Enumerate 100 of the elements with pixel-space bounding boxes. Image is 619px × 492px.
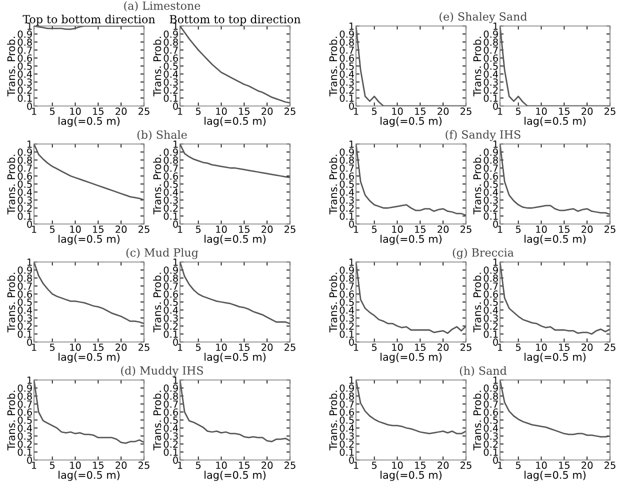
y-tick-label: 0.8 (18, 156, 32, 164)
y-tick-label: 0.7 (18, 282, 32, 290)
y-tick-label: 0.1 (340, 94, 354, 102)
y-tick-label: 0 (349, 456, 354, 464)
y-axis-title: Trans. Prob. (329, 154, 338, 214)
x-axis-title: lag(=0.5 m) (524, 116, 586, 127)
y-tick-label: 0.8 (18, 38, 32, 46)
x-tick-label: 10 (70, 344, 81, 351)
y-tick-label: 0.4 (340, 424, 354, 432)
y-tick-label: 0.7 (18, 46, 32, 54)
x-axis-title: lag(=0.5 m) (204, 470, 266, 481)
y-tick-label: 0.1 (484, 330, 498, 338)
y-axis-title: Trans. Prob. (329, 272, 338, 332)
x-tick-label: 10 (392, 108, 403, 115)
x-tick-label: 20 (262, 108, 273, 115)
y-tick-label: 0.7 (484, 46, 498, 54)
y-tick-label: 0.6 (18, 54, 32, 62)
y-tick-label: 0.4 (18, 188, 32, 196)
x-tick-label: 20 (582, 226, 593, 233)
y-axis-title: Trans. Prob. (473, 36, 482, 96)
x-tick-label: 15 (559, 226, 570, 233)
y-tick-label: 0.6 (164, 172, 178, 180)
y-tick-label: 0.8 (484, 38, 498, 46)
x-tick-label: 5 (372, 462, 377, 469)
x-axis-title: lag(=0.5 m) (380, 116, 442, 127)
y-tick-label: 0.8 (484, 392, 498, 400)
y-tick-label: 0.8 (484, 156, 498, 164)
x-tick-label: 5 (516, 226, 521, 233)
x-axis-title: lag(=0.5 m) (380, 352, 442, 363)
y-tick-label: 1 (27, 376, 32, 384)
x-tick-label: 20 (116, 108, 127, 115)
y-tick-label: 0.1 (340, 212, 354, 220)
y-tick-label: 1 (173, 258, 178, 266)
y-tick-label: 0.7 (164, 282, 178, 290)
x-tick-label: 25 (460, 108, 472, 115)
y-tick-label: 0.9 (18, 384, 32, 392)
y-tick-label: 0.8 (164, 38, 178, 46)
y-tick-label: 0.9 (18, 30, 32, 38)
x-tick-label: 10 (70, 226, 81, 233)
y-tick-label: 0 (27, 338, 32, 346)
y-tick-label: 1 (493, 22, 498, 30)
y-tick-label: 0.5 (18, 180, 32, 188)
y-tick-label: 0.6 (340, 290, 354, 298)
y-tick-label: 0.3 (484, 314, 498, 322)
y-tick-label: 0.6 (484, 54, 498, 62)
x-tick-label: 5 (50, 344, 55, 351)
x-tick-label: 10 (536, 462, 547, 469)
y-tick-label: 0.5 (164, 62, 178, 70)
x-tick-label: 15 (559, 462, 570, 469)
y-tick-label: 0.2 (18, 86, 32, 94)
x-tick-label: 15 (239, 462, 250, 469)
y-tick-label: 0.7 (340, 46, 354, 54)
y-tick-label: 0.8 (340, 392, 354, 400)
x-tick-label: 20 (438, 108, 449, 115)
y-tick-label: 1 (493, 140, 498, 148)
y-tick-label: 0.8 (18, 274, 32, 282)
y-tick-label: 0 (27, 456, 32, 464)
y-tick-label: 0.9 (18, 148, 32, 156)
x-tick-label: 20 (262, 462, 273, 469)
y-tick-label: 0.4 (340, 306, 354, 314)
y-tick-label: 0 (493, 220, 498, 228)
x-axis-title: lag(=0.5 m) (58, 234, 120, 245)
x-tick-label: 5 (516, 462, 521, 469)
x-tick-label: 25 (284, 108, 296, 115)
x-tick-label: 20 (116, 462, 127, 469)
y-tick-label: 1 (173, 140, 178, 148)
y-tick-label: 0.5 (164, 180, 178, 188)
y-tick-label: 0.3 (484, 78, 498, 86)
y-tick-label: 0.2 (340, 204, 354, 212)
y-tick-label: 0.2 (484, 86, 498, 94)
y-tick-label: 0.5 (484, 180, 498, 188)
x-tick-label: 25 (604, 108, 616, 115)
chart-title: (c) Mud Plug (126, 248, 198, 259)
y-tick-label: 0.7 (484, 282, 498, 290)
y-tick-label: 0.3 (18, 78, 32, 86)
x-tick-label: 25 (604, 462, 616, 469)
chart-title: (h) Sand (460, 366, 507, 376)
y-tick-label: 0.3 (164, 432, 178, 440)
y-tick-label: 0.5 (18, 62, 32, 70)
x-tick-label: 10 (392, 344, 403, 351)
y-tick-label: 0.5 (164, 416, 178, 424)
x-axis-title: lag(=0.5 m) (58, 116, 120, 127)
y-tick-label: 0.4 (164, 424, 178, 432)
y-tick-label: 0.7 (164, 46, 178, 54)
y-tick-label: 0.4 (164, 306, 178, 314)
x-tick-label: 5 (372, 226, 377, 233)
chart-title: (d) Muddy IHS (121, 366, 203, 377)
x-tick-label: 25 (138, 344, 150, 351)
x-tick-label: 20 (582, 462, 593, 469)
x-axis-title: lag(=0.5 m) (524, 352, 586, 363)
y-axis-title: Trans. Prob. (473, 272, 482, 332)
y-tick-label: 0.6 (340, 54, 354, 62)
x-axis-title: lag(=0.5 m) (204, 116, 266, 127)
x-tick-label: 25 (460, 226, 472, 233)
x-tick-label: 20 (582, 344, 593, 351)
y-tick-label: 0.4 (18, 306, 32, 314)
y-tick-label: 0.5 (340, 180, 354, 188)
y-tick-label: 0.7 (18, 164, 32, 172)
x-tick-label: 15 (93, 344, 104, 351)
y-tick-label: 1 (27, 258, 32, 266)
